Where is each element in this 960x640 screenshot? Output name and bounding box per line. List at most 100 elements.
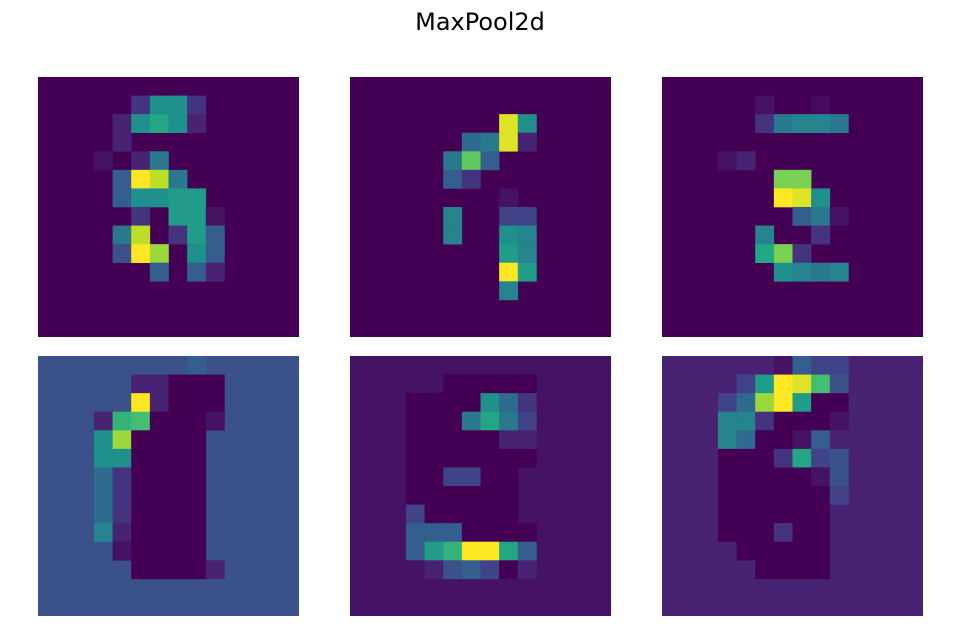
heatmap-cell bbox=[792, 411, 812, 431]
heatmap-cell bbox=[792, 374, 812, 394]
heatmap-cell bbox=[461, 151, 481, 171]
heatmap-cell bbox=[480, 541, 500, 561]
heatmap-cell bbox=[149, 541, 169, 561]
heatmap-cell bbox=[187, 504, 207, 524]
heatmap-cell bbox=[112, 448, 132, 468]
heatmap-cell bbox=[131, 169, 151, 189]
heatmap-cell bbox=[829, 467, 849, 487]
heatmap-cell bbox=[461, 523, 481, 543]
heatmap-cell bbox=[149, 523, 169, 543]
heatmap-cell bbox=[461, 374, 481, 394]
heatmap-cell bbox=[792, 504, 812, 524]
heatmap-cell bbox=[717, 151, 737, 171]
heatmap-cell bbox=[811, 504, 831, 524]
heatmap-cell bbox=[205, 374, 225, 394]
heatmap-cell bbox=[755, 486, 775, 505]
heatmap-cell bbox=[93, 151, 113, 171]
heatmap-cell bbox=[517, 523, 537, 543]
heatmap-cell bbox=[499, 114, 519, 134]
heatmap-cell bbox=[736, 504, 756, 524]
heatmap-cell bbox=[755, 560, 775, 580]
heatmap-cell bbox=[443, 411, 463, 431]
heatmap-cell bbox=[149, 393, 169, 413]
heatmap-cell bbox=[187, 207, 207, 226]
heatmap-cell bbox=[792, 448, 812, 468]
heatmap-cell bbox=[755, 504, 775, 524]
heatmap-cell bbox=[517, 430, 537, 450]
heatmap-cell bbox=[461, 411, 481, 431]
heatmap-cell bbox=[168, 411, 188, 431]
heatmap-cell bbox=[773, 356, 793, 375]
heatmap-cell bbox=[755, 95, 775, 115]
heatmap-cell bbox=[755, 411, 775, 431]
heatmap-cell bbox=[499, 541, 519, 561]
heatmap-cell bbox=[499, 411, 519, 431]
heatmap-cell bbox=[773, 374, 793, 394]
heatmap-cell bbox=[443, 541, 463, 561]
heatmap-cell bbox=[131, 486, 151, 505]
heatmap-cell bbox=[755, 523, 775, 543]
heatmap-cell bbox=[424, 467, 444, 487]
heatmap-cell bbox=[461, 504, 481, 524]
heatmap-cell bbox=[405, 393, 425, 413]
heatmap-cell bbox=[811, 448, 831, 468]
heatmap-cell bbox=[499, 523, 519, 543]
heatmap-cell bbox=[168, 374, 188, 394]
heatmap-cell bbox=[773, 188, 793, 208]
heatmap-cell bbox=[187, 411, 207, 431]
heatmap-panel-6 bbox=[662, 356, 923, 616]
heatmap-cell bbox=[755, 114, 775, 134]
heatmap-cell bbox=[131, 560, 151, 580]
heatmap-cell bbox=[755, 541, 775, 561]
heatmap-cell bbox=[205, 207, 225, 226]
heatmap-cell bbox=[499, 560, 519, 580]
heatmap-cell bbox=[480, 430, 500, 450]
heatmap-cell bbox=[736, 486, 756, 505]
heatmap-cell bbox=[736, 374, 756, 394]
heatmap-cell bbox=[187, 114, 207, 134]
heatmap-cell bbox=[149, 448, 169, 468]
heatmap-cell bbox=[168, 430, 188, 450]
heatmap-cell bbox=[131, 448, 151, 468]
heatmap-cell bbox=[168, 504, 188, 524]
heatmap-cell bbox=[131, 430, 151, 450]
heatmap-cell bbox=[773, 411, 793, 431]
heatmap-cell bbox=[499, 486, 519, 505]
heatmap-cell bbox=[112, 486, 132, 505]
heatmap-cell bbox=[755, 430, 775, 450]
heatmap-cell bbox=[187, 188, 207, 208]
heatmap-cell bbox=[792, 486, 812, 505]
heatmap-cell bbox=[443, 393, 463, 413]
heatmap-cell bbox=[736, 411, 756, 431]
heatmap-cell bbox=[829, 430, 849, 450]
heatmap-cell bbox=[829, 448, 849, 468]
heatmap-cell bbox=[499, 430, 519, 450]
heatmap-cell bbox=[405, 541, 425, 561]
heatmap-cell bbox=[112, 411, 132, 431]
heatmap-cell bbox=[443, 207, 463, 226]
heatmap-cell bbox=[93, 448, 113, 468]
heatmap-cell bbox=[461, 448, 481, 468]
heatmap-panel-3 bbox=[662, 77, 923, 337]
heatmap-cell bbox=[443, 504, 463, 524]
heatmap-cell bbox=[517, 207, 537, 226]
heatmap-cell bbox=[461, 393, 481, 413]
heatmap-cell bbox=[112, 114, 132, 134]
heatmap-cell bbox=[93, 430, 113, 450]
heatmap-cell bbox=[149, 504, 169, 524]
heatmap-cell bbox=[424, 560, 444, 580]
heatmap-cell bbox=[792, 541, 812, 561]
heatmap-cell bbox=[424, 523, 444, 543]
heatmap-cell bbox=[131, 393, 151, 413]
heatmap-cell bbox=[829, 262, 849, 282]
heatmap-cell bbox=[517, 262, 537, 282]
heatmap-cell bbox=[792, 523, 812, 543]
heatmap-cell bbox=[717, 523, 737, 543]
heatmap-cell bbox=[112, 504, 132, 524]
heatmap-cell bbox=[811, 393, 831, 413]
heatmap-cell bbox=[443, 225, 463, 245]
heatmap-cell bbox=[499, 393, 519, 413]
heatmap-cell bbox=[773, 448, 793, 468]
heatmap-cell bbox=[517, 541, 537, 561]
heatmap-cell bbox=[792, 467, 812, 487]
